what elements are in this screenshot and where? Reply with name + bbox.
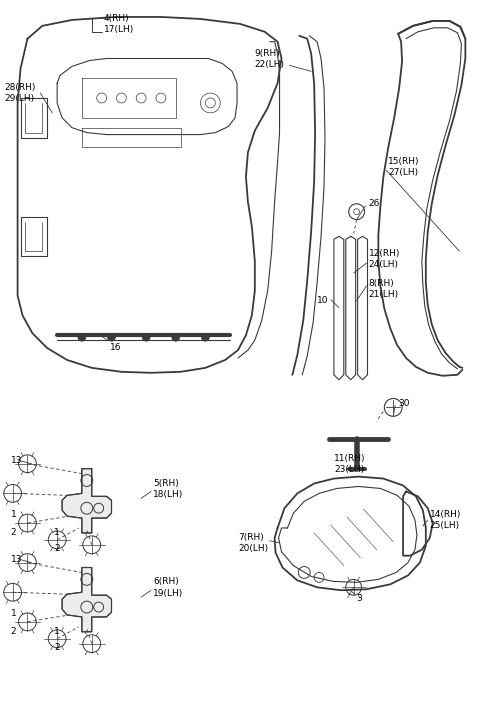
Text: 9(RH)
22(LH): 9(RH) 22(LH) <box>255 48 285 69</box>
Text: 1: 1 <box>11 510 16 519</box>
Text: 15(RH)
27(LH): 15(RH) 27(LH) <box>388 157 420 178</box>
Text: 1: 1 <box>11 609 16 618</box>
Circle shape <box>202 333 209 341</box>
Text: 7(RH)
20(LH): 7(RH) 20(LH) <box>238 533 268 553</box>
Text: 5(RH)
18(LH): 5(RH) 18(LH) <box>153 479 183 498</box>
Text: 10: 10 <box>317 296 329 305</box>
Text: 2: 2 <box>54 643 60 652</box>
Text: 1: 1 <box>54 627 60 636</box>
Text: 13: 13 <box>11 456 22 465</box>
Text: 2: 2 <box>11 627 16 636</box>
Text: 2: 2 <box>54 544 60 552</box>
Text: 30: 30 <box>398 400 409 409</box>
Text: 13: 13 <box>11 555 22 564</box>
Polygon shape <box>62 469 111 533</box>
Text: 12(RH)
24(LH): 12(RH) 24(LH) <box>369 250 400 269</box>
Text: 1: 1 <box>54 528 60 537</box>
Text: 14(RH)
25(LH): 14(RH) 25(LH) <box>430 510 461 530</box>
Text: 11(RH)
23(LH): 11(RH) 23(LH) <box>334 454 365 474</box>
Text: 28(RH)
29(LH): 28(RH) 29(LH) <box>5 83 36 103</box>
Text: 3: 3 <box>357 594 362 603</box>
Text: 8(RH)
21(LH): 8(RH) 21(LH) <box>369 279 398 299</box>
Circle shape <box>108 333 116 341</box>
Text: 26: 26 <box>369 199 380 208</box>
Text: 6(RH)
19(LH): 6(RH) 19(LH) <box>153 577 183 597</box>
Circle shape <box>172 333 180 341</box>
Text: 2: 2 <box>11 528 16 537</box>
Circle shape <box>78 333 86 341</box>
Text: 16: 16 <box>109 343 121 352</box>
Circle shape <box>142 333 150 341</box>
Text: 4(RH)
17(LH): 4(RH) 17(LH) <box>104 14 134 34</box>
Polygon shape <box>62 567 111 632</box>
